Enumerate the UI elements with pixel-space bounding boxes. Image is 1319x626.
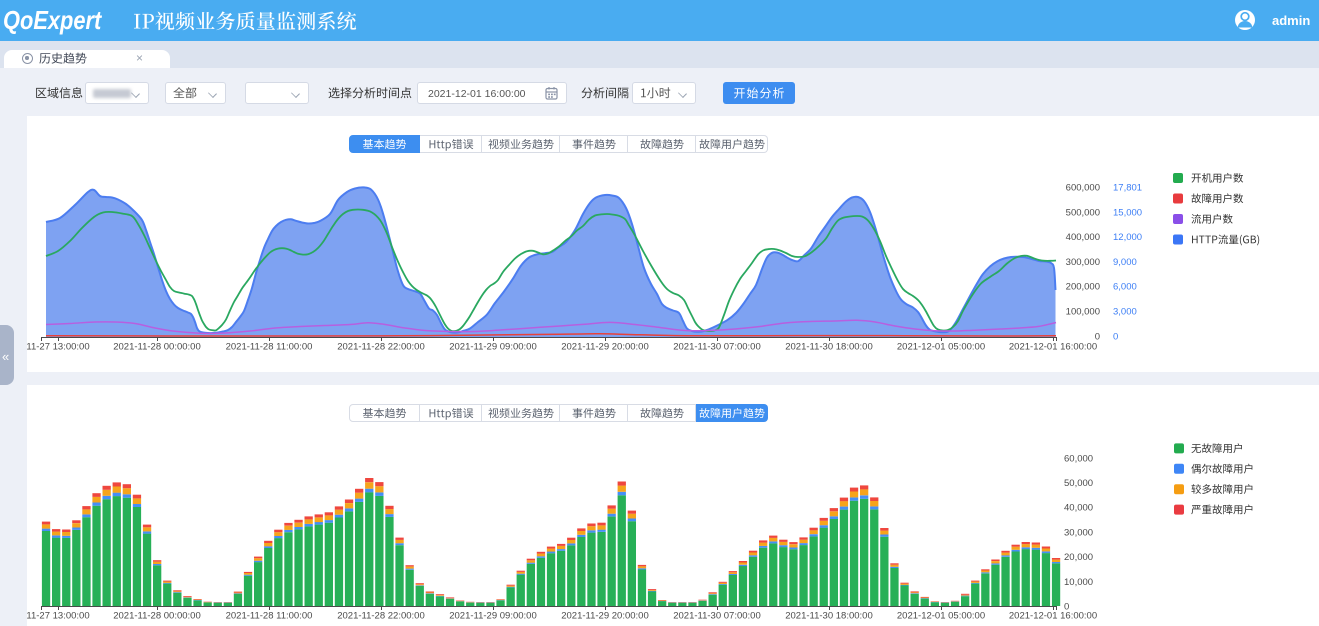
svg-text:2021-12-01 05:00:00: 2021-12-01 05:00:00 bbox=[897, 342, 985, 353]
svg-text:10,000: 10,000 bbox=[1064, 577, 1093, 588]
svg-text:2021-12-01 16:00:00: 2021-12-01 16:00:00 bbox=[1009, 611, 1097, 622]
svg-text:2021-11-28 11:00:00: 2021-11-28 11:00:00 bbox=[226, 342, 313, 353]
svg-text:2021-11-30 07:00:00: 2021-11-30 07:00:00 bbox=[673, 342, 761, 353]
svg-text:200,000: 200,000 bbox=[1066, 282, 1100, 293]
svg-text:2021-11-29 20:00:00: 2021-11-29 20:00:00 bbox=[561, 342, 649, 353]
svg-text:2021-11-28 00:00:00: 2021-11-28 00:00:00 bbox=[113, 611, 201, 622]
svg-text:40,000: 40,000 bbox=[1064, 503, 1093, 514]
svg-text:2021-11-28 22:00:00: 2021-11-28 22:00:00 bbox=[337, 611, 425, 622]
svg-text:15,000: 15,000 bbox=[1113, 207, 1142, 218]
svg-text:2021-11-28 11:00:00: 2021-11-28 11:00:00 bbox=[226, 611, 313, 622]
svg-text:2021-12-01 16:00:00: 2021-12-01 16:00:00 bbox=[1009, 342, 1097, 353]
svg-text:2021-12-01 05:00:00: 2021-12-01 05:00:00 bbox=[897, 611, 985, 622]
svg-text:11-27 13:00:00: 11-27 13:00:00 bbox=[26, 342, 89, 353]
svg-text:0: 0 bbox=[1095, 331, 1100, 342]
svg-text:2021-11-29 09:00:00: 2021-11-29 09:00:00 bbox=[449, 342, 537, 353]
svg-text:2021-11-30 07:00:00: 2021-11-30 07:00:00 bbox=[673, 611, 761, 622]
svg-text:60,000: 60,000 bbox=[1064, 453, 1093, 464]
svg-text:2021-11-30 18:00:00: 2021-11-30 18:00:00 bbox=[785, 342, 873, 353]
svg-text:0: 0 bbox=[1064, 602, 1069, 613]
svg-text:2021-11-30 18:00:00: 2021-11-30 18:00:00 bbox=[785, 611, 873, 622]
svg-text:100,000: 100,000 bbox=[1066, 307, 1100, 318]
svg-text:2021-11-28 00:00:00: 2021-11-28 00:00:00 bbox=[113, 342, 201, 353]
svg-text:12,000: 12,000 bbox=[1113, 232, 1142, 243]
svg-text:400,000: 400,000 bbox=[1066, 232, 1100, 243]
svg-text:300,000: 300,000 bbox=[1066, 257, 1100, 268]
svg-text:50,000: 50,000 bbox=[1064, 478, 1093, 489]
svg-text:2021-11-28 22:00:00: 2021-11-28 22:00:00 bbox=[337, 342, 425, 353]
svg-text:2021-11-29 20:00:00: 2021-11-29 20:00:00 bbox=[561, 611, 649, 622]
svg-text:30,000: 30,000 bbox=[1064, 527, 1093, 538]
svg-text:2021-11-29 09:00:00: 2021-11-29 09:00:00 bbox=[449, 611, 537, 622]
svg-text:0: 0 bbox=[1113, 331, 1118, 342]
svg-text:20,000: 20,000 bbox=[1064, 552, 1093, 563]
svg-text:500,000: 500,000 bbox=[1066, 207, 1100, 218]
svg-text:11-27 13:00:00: 11-27 13:00:00 bbox=[26, 611, 89, 622]
svg-text:600,000: 600,000 bbox=[1066, 183, 1100, 194]
svg-text:6,000: 6,000 bbox=[1113, 282, 1137, 293]
svg-text:3,000: 3,000 bbox=[1113, 307, 1137, 318]
svg-text:17,801: 17,801 bbox=[1113, 183, 1142, 194]
svg-text:9,000: 9,000 bbox=[1113, 257, 1137, 268]
